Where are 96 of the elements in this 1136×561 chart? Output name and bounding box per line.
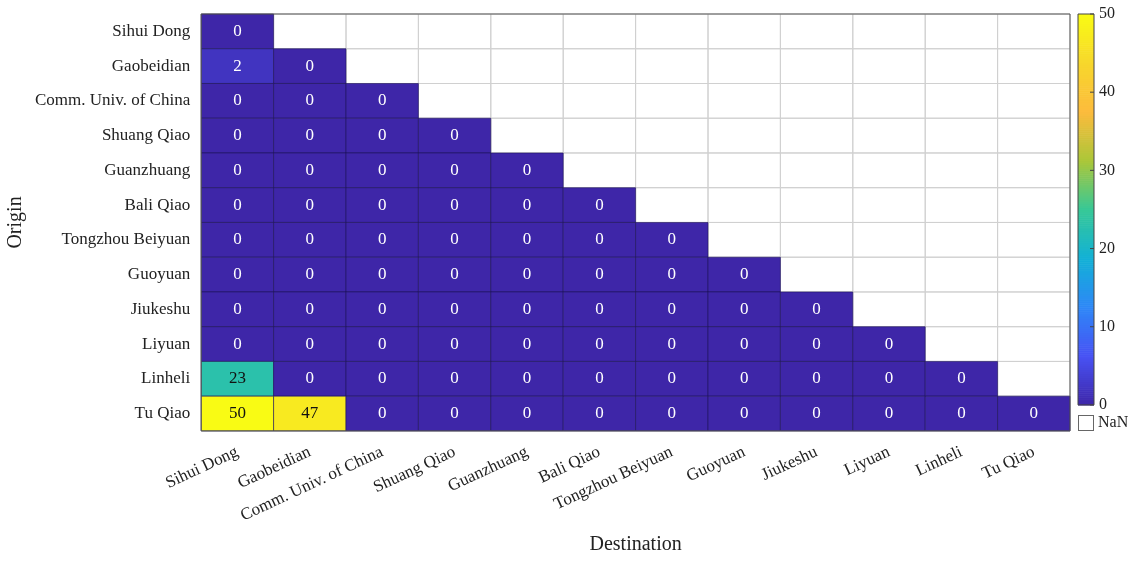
data-label: 2 (233, 55, 242, 75)
color-bar-label: 10 (1099, 316, 1115, 334)
data-label: 0 (812, 403, 821, 423)
data-label: 0 (739, 333, 749, 353)
data-label: 0 (522, 403, 532, 423)
data-label: 50 (228, 403, 246, 423)
data-label: 0 (233, 20, 242, 40)
x-tick-label: Tu Qiao (978, 441, 1038, 483)
y-tick-label: Gaobeidian (111, 55, 191, 75)
y-axis-title: Origin (3, 196, 27, 249)
y-tick-label: Sihui Dong (112, 20, 191, 40)
y-tick-label: Jiukeshu (130, 298, 191, 318)
data-label: 0 (233, 264, 242, 284)
data-label: 0 (595, 368, 604, 388)
data-label: 0 (595, 229, 604, 249)
data-label: 0 (522, 194, 532, 214)
data-label: 0 (377, 229, 387, 249)
data-label: 0 (377, 264, 387, 284)
data-label: 0 (595, 333, 604, 353)
data-label: 47 (301, 403, 319, 423)
data-label: 0 (667, 403, 677, 423)
data-label: 0 (884, 368, 894, 388)
y-tick-label: Shuang Qiao (101, 125, 191, 145)
data-label: 0 (377, 194, 387, 214)
data-label: 0 (450, 368, 459, 388)
data-label: 0 (595, 298, 604, 318)
data-label: 0 (377, 403, 387, 423)
y-tick-label: Bali Qiao (124, 194, 191, 214)
data-label: 0 (450, 125, 459, 145)
y-tick-label: Comm. Univ. of China (35, 90, 191, 110)
y-tick-label: Tu Qiao (134, 403, 191, 423)
y-tick-label: Liyuan (142, 333, 191, 353)
data-label: 0 (739, 368, 749, 388)
data-label: 0 (305, 264, 315, 284)
color-bar-label: 50 (1099, 4, 1115, 22)
data-label: 0 (450, 194, 459, 214)
y-tick-label: Tongzhou Beiyuan (61, 229, 191, 249)
data-label: 0 (957, 368, 966, 388)
data-label: 0 (305, 298, 315, 318)
data-label: 0 (377, 125, 387, 145)
data-label: 0 (595, 264, 604, 284)
data-label: 0 (233, 194, 242, 214)
color-bar-label: 30 (1099, 160, 1115, 178)
y-tick-label: Linheli (141, 368, 191, 388)
data-label: 0 (377, 159, 387, 179)
color-bar-label: 0 (1099, 395, 1107, 413)
data-label: 0 (667, 333, 677, 353)
data-label: 0 (233, 125, 242, 145)
data-label: 0 (377, 298, 387, 318)
data-label: 0 (450, 159, 459, 179)
data-label: 0 (1029, 403, 1039, 423)
data-label: 0 (233, 90, 242, 110)
data-label: 0 (233, 159, 242, 179)
data-label: 0 (450, 264, 459, 284)
data-label: 0 (450, 333, 459, 353)
data-label: 0 (522, 298, 532, 318)
data-label: 0 (377, 368, 387, 388)
data-label: 0 (812, 368, 821, 388)
x-tick-label: Liyuan (840, 441, 894, 480)
data-label: 0 (522, 264, 532, 284)
data-label: 0 (884, 333, 894, 353)
data-label: 0 (305, 194, 315, 214)
data-label: 0 (522, 229, 532, 249)
data-label: 0 (305, 229, 315, 249)
data-label: 0 (522, 333, 532, 353)
data-label: 0 (450, 229, 459, 249)
data-label: 0 (450, 403, 459, 423)
data-label: 0 (812, 333, 821, 353)
y-tick-label: Guoyuan (127, 264, 191, 284)
y-tick-label: Guanzhuang (104, 159, 191, 179)
data-label: 0 (522, 368, 532, 388)
data-label: 0 (305, 125, 315, 145)
data-label: 0 (957, 403, 966, 423)
data-label: 0 (739, 298, 749, 318)
x-axis-title: Destination (589, 532, 682, 555)
data-label: 0 (667, 368, 677, 388)
data-label: 0 (595, 194, 604, 214)
data-label: 0 (450, 298, 459, 318)
data-label: 0 (233, 333, 242, 353)
text: NaN (1098, 413, 1129, 431)
data-label: 0 (377, 90, 387, 110)
color-bar-label: 20 (1099, 238, 1115, 256)
data-label: 0 (667, 264, 677, 284)
data-label: 0 (739, 403, 749, 423)
data-label: 0 (377, 333, 387, 353)
data-label: 0 (305, 159, 315, 179)
data-label: 0 (233, 298, 242, 318)
data-label: 23 (228, 368, 246, 388)
data-label: 0 (884, 403, 894, 423)
data-label: 0 (305, 90, 315, 110)
data-label: 0 (595, 403, 604, 423)
data-label: 0 (667, 298, 677, 318)
color-bar-label: 40 (1099, 82, 1115, 100)
data-label: 0 (233, 229, 242, 249)
data-label: 0 (305, 368, 315, 388)
data-label: 0 (305, 333, 315, 353)
